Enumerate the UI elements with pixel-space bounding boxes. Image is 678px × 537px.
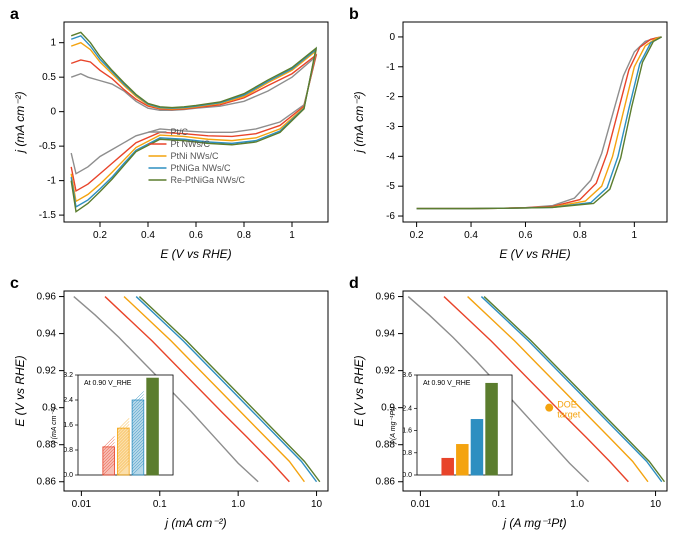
svg-text:-1.5: -1.5 xyxy=(39,210,57,221)
svg-text:2.4: 2.4 xyxy=(402,405,412,412)
svg-text:0.86: 0.86 xyxy=(37,476,57,487)
panel-a: a 0.20.40.60.81-1.5-1-0.500.51E (V vs RH… xyxy=(0,0,339,269)
svg-text:10: 10 xyxy=(650,499,662,510)
svg-text:0.01: 0.01 xyxy=(411,499,431,510)
svg-text:0.01: 0.01 xyxy=(72,499,92,510)
svg-text:0.0: 0.0 xyxy=(402,472,412,479)
plot-b: 0.2 0.4 0.6 0.8 1 -6 -5 -4 -3 -2 -1 0 E (V vs RHE) j … xyxy=(347,4,677,264)
svg-text:0.1: 0.1 xyxy=(492,499,506,510)
svg-text:j (mA cm⁻²): j (mA cm⁻²) xyxy=(163,516,226,530)
svg-text:Pt/C: Pt/C xyxy=(170,127,188,137)
svg-text:0.4: 0.4 xyxy=(141,230,155,241)
svg-text:0.2: 0.2 xyxy=(93,230,107,241)
svg-text:0.4: 0.4 xyxy=(464,230,478,241)
svg-text:0.8: 0.8 xyxy=(63,447,73,454)
plot-a: 0.2 0.4 0.6 0.8 1 -1.5 -1 -0.5 0 0.5 1 E (V vs RHE)… xyxy=(8,4,338,264)
svg-text:j (mA cm⁻²): j (mA cm⁻²) xyxy=(13,91,27,154)
svg-text:3.6: 3.6 xyxy=(402,372,412,379)
svg-text:-1: -1 xyxy=(47,176,56,187)
svg-text:0: 0 xyxy=(50,107,56,118)
svg-text:j (mA cm⁻²): j (mA cm⁻²) xyxy=(352,91,366,154)
panel-d: d 0.010.11.0100.860.880.90.920.940.96j (… xyxy=(339,269,678,537)
svg-text:E (V vs RHE): E (V vs RHE) xyxy=(499,247,570,261)
svg-text:-5: -5 xyxy=(386,181,395,192)
svg-text:1.0: 1.0 xyxy=(570,499,584,510)
svg-text:0.0: 0.0 xyxy=(63,472,73,479)
svg-text:E (V vs RHE): E (V vs RHE) xyxy=(160,247,231,261)
svg-text:Pt NWs/C: Pt NWs/C xyxy=(170,139,210,149)
svg-text:PtNiGa NWs/C: PtNiGa NWs/C xyxy=(170,163,231,173)
svg-text:j (mA cm⁻²): j (mA cm⁻²) xyxy=(51,407,58,444)
svg-text:0.94: 0.94 xyxy=(37,328,57,339)
svg-text:0.96: 0.96 xyxy=(376,291,396,302)
svg-text:-3: -3 xyxy=(386,121,395,132)
svg-text:0.92: 0.92 xyxy=(37,365,57,376)
svg-text:0.86: 0.86 xyxy=(376,476,396,487)
svg-text:-2: -2 xyxy=(386,92,395,103)
svg-text:0.94: 0.94 xyxy=(376,328,396,339)
svg-text:-6: -6 xyxy=(386,211,395,222)
svg-text:0.8: 0.8 xyxy=(573,230,587,241)
svg-text:0.96: 0.96 xyxy=(37,291,57,302)
plot-c: 0.010.11.0100.860.880.90.920.940.96j (mA… xyxy=(8,273,338,533)
svg-text:0.92: 0.92 xyxy=(376,365,396,376)
svg-text:0.8: 0.8 xyxy=(237,230,251,241)
svg-text:0.5: 0.5 xyxy=(42,72,56,83)
svg-text:At 0.90 V_RHE: At 0.90 V_RHE xyxy=(84,380,132,387)
svg-text:1: 1 xyxy=(632,230,638,241)
svg-text:0: 0 xyxy=(389,32,395,43)
svg-text:0.6: 0.6 xyxy=(519,230,533,241)
svg-text:1.6: 1.6 xyxy=(402,427,412,434)
plot-d: 0.010.11.0100.860.880.90.920.940.96j (A … xyxy=(347,273,677,533)
svg-text:Re-PtNiGa NWs/C: Re-PtNiGa NWs/C xyxy=(170,175,245,185)
svg-text:1: 1 xyxy=(289,230,295,241)
svg-text:PtNi NWs/C: PtNi NWs/C xyxy=(170,151,218,161)
svg-text:E (V vs RHE): E (V vs RHE) xyxy=(13,355,27,426)
svg-text:0.2: 0.2 xyxy=(410,230,424,241)
svg-text:-0.5: -0.5 xyxy=(39,141,57,152)
svg-text:j (A mg⁻¹Pt): j (A mg⁻¹Pt) xyxy=(501,516,566,530)
svg-text:1: 1 xyxy=(50,38,56,49)
svg-text:DOE: DOE xyxy=(557,399,577,409)
svg-text:1.6: 1.6 xyxy=(63,422,73,429)
svg-text:At 0.90 V_RHE: At 0.90 V_RHE xyxy=(423,380,471,387)
svg-text:E (V vs RHE): E (V vs RHE) xyxy=(352,355,366,426)
svg-text:2.4: 2.4 xyxy=(63,397,73,404)
figure-grid: a 0.20.40.60.81-1.5-1-0.500.51E (V vs RH… xyxy=(0,0,678,537)
svg-text:0.6: 0.6 xyxy=(189,230,203,241)
svg-text:target: target xyxy=(557,409,581,419)
panel-c: c 0.010.11.0100.860.880.90.920.940.96j (… xyxy=(0,269,339,537)
svg-text:1.0: 1.0 xyxy=(231,499,245,510)
svg-text:j (A mg⁻¹Pt): j (A mg⁻¹Pt) xyxy=(390,406,397,444)
svg-text:0.8: 0.8 xyxy=(402,449,412,456)
svg-text:0.1: 0.1 xyxy=(153,499,167,510)
svg-text:-4: -4 xyxy=(386,151,395,162)
svg-text:-1: -1 xyxy=(386,62,395,73)
panel-b: b 0.20.40.60.81-6-5-4-3-2-10E (V vs RHE)… xyxy=(339,0,678,269)
svg-text:10: 10 xyxy=(311,499,323,510)
svg-text:3.2: 3.2 xyxy=(63,372,73,379)
